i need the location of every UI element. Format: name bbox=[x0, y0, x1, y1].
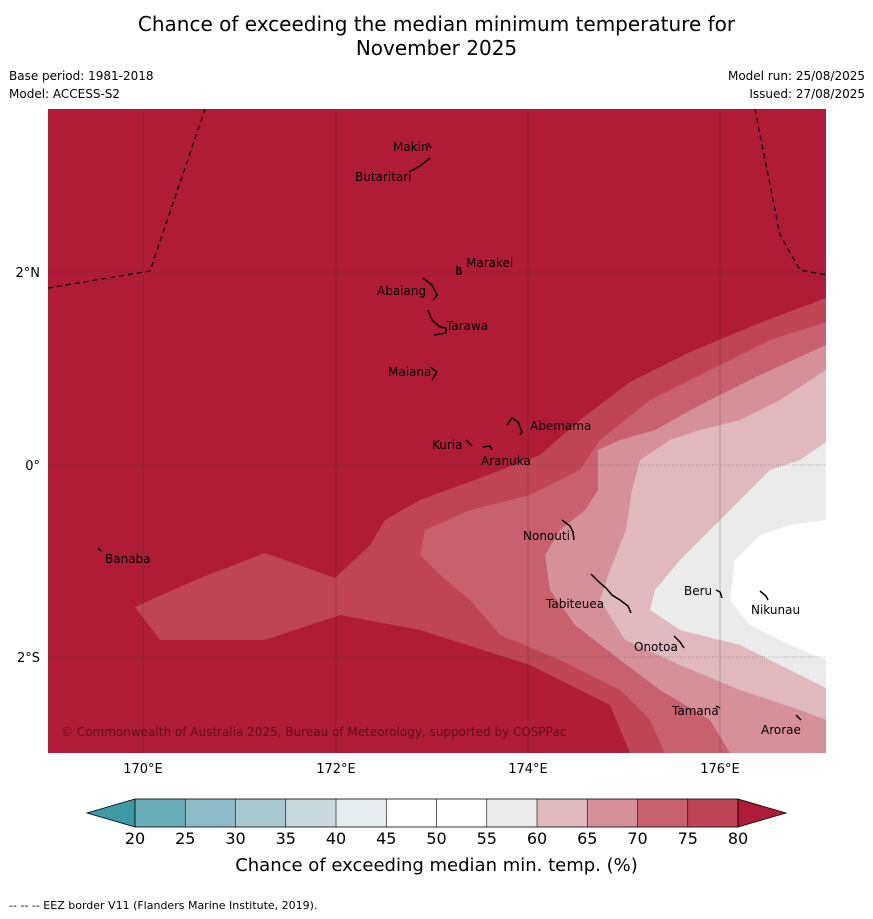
island-maiana bbox=[429, 366, 439, 381]
graticule bbox=[48, 109, 826, 753]
eez-border bbox=[48, 109, 826, 289]
issued-date: Issued: 27/08/2025 bbox=[749, 87, 865, 101]
cb-tick-30: 30 bbox=[225, 829, 245, 848]
copyright-notice: © Commonwealth of Australia 2025, Bureau… bbox=[61, 725, 566, 739]
island-tamana bbox=[715, 705, 721, 709]
colorbar-bin-30-35 bbox=[235, 799, 286, 827]
label-maiana: Maiana bbox=[388, 365, 431, 379]
label-tarawa: Tarawa bbox=[445, 319, 488, 333]
island-banaba bbox=[97, 547, 102, 552]
label-banaba: Banaba bbox=[105, 552, 151, 566]
island-kuria bbox=[465, 439, 473, 447]
island-tarawa bbox=[427, 309, 447, 336]
island-marakei bbox=[456, 265, 462, 275]
island-abemama bbox=[506, 416, 523, 436]
island-abaiang bbox=[422, 277, 438, 301]
lat-tick-2n: 2°N bbox=[16, 266, 41, 281]
island-beru bbox=[715, 589, 723, 599]
cb-tick-80: 80 bbox=[728, 829, 748, 848]
colorbar: 20 25 30 35 40 45 50 55 60 65 70 75 80 C… bbox=[85, 798, 788, 876]
island-onotoa bbox=[673, 635, 685, 649]
label-nonouti: Nonouti bbox=[523, 529, 570, 543]
label-beru: Beru bbox=[684, 584, 712, 598]
island-outlines bbox=[97, 142, 802, 721]
label-aranuka: Aranuka bbox=[481, 454, 531, 468]
colorbar-bin-45-50 bbox=[386, 799, 437, 827]
colorbar-bin-65-70 bbox=[587, 799, 638, 827]
base-period: Base period: 1981-2018 bbox=[9, 69, 154, 83]
label-onotoa: Onotoa bbox=[634, 640, 678, 654]
label-marakei: Marakei bbox=[466, 256, 513, 270]
cb-tick-40: 40 bbox=[326, 829, 346, 848]
colorbar-frame bbox=[134, 798, 739, 828]
island-butaritari bbox=[408, 157, 431, 173]
cb-tick-75: 75 bbox=[678, 829, 698, 848]
meta-left: Base period: 1981-2018 Model: ACCESS-S2 bbox=[9, 67, 154, 103]
title-line-2: November 2025 bbox=[355, 36, 518, 60]
colorbar-bin-20-25 bbox=[135, 799, 186, 827]
lon-tick-170e: 170°E bbox=[123, 762, 163, 777]
cb-tick-25: 25 bbox=[175, 829, 195, 848]
longitude-tick-labels: 170°E 172°E 174°E 176°E bbox=[123, 762, 740, 777]
lat-tick-0: 0° bbox=[25, 459, 40, 474]
cb-tick-60: 60 bbox=[527, 829, 547, 848]
model-run: Model run: 25/08/2025 bbox=[727, 69, 865, 83]
cb-tick-50: 50 bbox=[426, 829, 446, 848]
lon-tick-176e: 176°E bbox=[700, 762, 740, 777]
colorbar-bin-70-75 bbox=[637, 799, 688, 827]
island-tabiteuea bbox=[590, 573, 632, 614]
footer-note: -- -- -- EEZ border V11 (Flanders Marine… bbox=[9, 899, 318, 912]
zone-50-55 bbox=[730, 520, 826, 660]
colorbar-extend-high bbox=[737, 798, 788, 828]
colorbar-bin-25-30 bbox=[185, 799, 236, 827]
colorbar-bin-75-80 bbox=[687, 799, 738, 827]
colorbar-tick-labels: 20 25 30 35 40 45 50 55 60 65 70 75 80 bbox=[125, 829, 748, 848]
cb-tick-55: 55 bbox=[477, 829, 497, 848]
lon-tick-174e: 174°E bbox=[508, 762, 548, 777]
colorbar-bin-40-45 bbox=[336, 799, 387, 827]
colorbar-bin-60-65 bbox=[537, 799, 588, 827]
cb-tick-35: 35 bbox=[276, 829, 296, 848]
island-aranuka bbox=[482, 445, 493, 451]
label-arorae: Arorae bbox=[761, 723, 801, 737]
lat-tick-2s: 2°S bbox=[17, 651, 40, 666]
label-makin: Makin bbox=[393, 140, 429, 154]
colorbar-bin-55-60 bbox=[486, 799, 537, 827]
island-nikunau bbox=[759, 590, 769, 601]
island-arorae bbox=[795, 714, 802, 721]
label-kuria: Kuria bbox=[432, 438, 463, 452]
latitude-tick-labels: 2°N 0° 2°S bbox=[16, 266, 41, 666]
model-name: Model: ACCESS-S2 bbox=[9, 87, 121, 101]
label-nikunau: Nikunau bbox=[751, 603, 800, 617]
label-tamana: Tamana bbox=[671, 704, 719, 718]
label-abemama: Abemama bbox=[530, 419, 591, 433]
cb-tick-45: 45 bbox=[376, 829, 396, 848]
cb-tick-65: 65 bbox=[577, 829, 597, 848]
colorbar-bin-50-55 bbox=[436, 799, 487, 827]
chart-title: Chance of exceeding the median minimum t… bbox=[0, 12, 873, 60]
island-nonouti bbox=[561, 519, 575, 541]
colorbar-bin-35-40 bbox=[285, 799, 336, 827]
colorbar-extend-low bbox=[85, 798, 136, 828]
island-makin bbox=[427, 142, 432, 149]
cb-tick-20: 20 bbox=[125, 829, 145, 848]
label-abaiang: Abaiang bbox=[377, 284, 426, 298]
meta-right: Model run: 25/08/2025 Issued: 27/08/2025 bbox=[728, 67, 865, 103]
label-tabiteuea: Tabiteuea bbox=[545, 597, 604, 611]
island-labels: Makin Butaritari Marakei Abaiang Tarawa … bbox=[105, 140, 801, 737]
label-butaritari: Butaritari bbox=[355, 170, 412, 184]
colorbar-label: Chance of exceeding median min. temp. (%… bbox=[235, 855, 638, 876]
cb-tick-70: 70 bbox=[627, 829, 647, 848]
lon-tick-172e: 172°E bbox=[316, 762, 356, 777]
title-line-1: Chance of exceeding the median minimum t… bbox=[137, 12, 736, 36]
map-area: Makin Butaritari Marakei Abaiang Tarawa … bbox=[48, 109, 826, 753]
colorbar-dividers bbox=[184, 799, 689, 827]
